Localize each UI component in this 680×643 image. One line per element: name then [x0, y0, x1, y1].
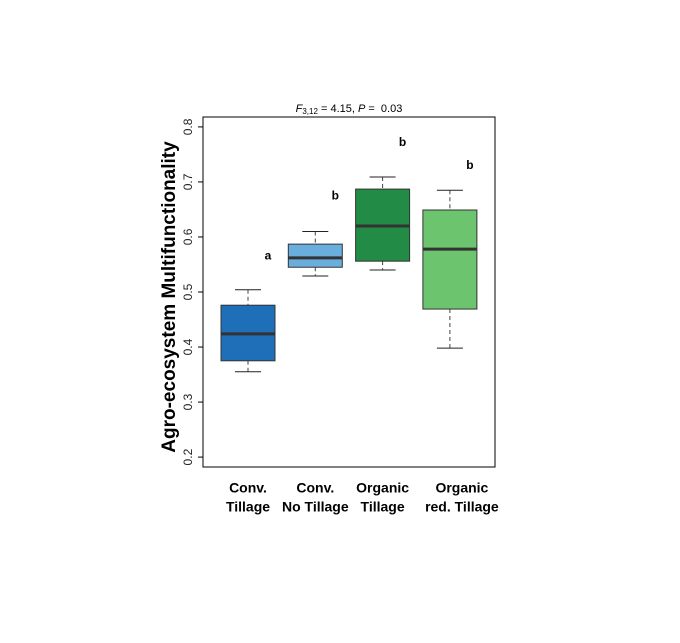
significance-letter: b	[332, 188, 339, 202]
x-tick-label: Organic	[356, 480, 409, 496]
x-tick-label: Tillage	[361, 499, 405, 515]
title-part: P	[358, 103, 366, 115]
y-tick-label: 0.4	[181, 338, 195, 355]
x-tick-label: No Tillage	[282, 499, 349, 515]
box	[422, 209, 478, 310]
y-tick-label: 0.8	[181, 118, 195, 135]
title-part: = 4.15,	[318, 103, 358, 115]
y-tick-label: 0.3	[181, 393, 195, 410]
x-tick-label: Conv.	[296, 480, 334, 496]
y-tick-label: 0.2	[181, 448, 195, 465]
significance-letter: b	[399, 135, 406, 149]
x-tick-label: Conv.	[229, 480, 267, 496]
title-part: 3,12	[302, 107, 318, 116]
title-part: F	[296, 103, 304, 115]
y-axis-label: Agro-ecosystem Multifunctionality	[159, 141, 180, 453]
box	[287, 243, 343, 268]
y-tick-label: 0.6	[181, 228, 195, 245]
title-part: = 0.03	[365, 103, 402, 115]
x-tick-label: Tillage	[226, 499, 270, 515]
y-tick-label: 0.7	[181, 173, 195, 190]
x-tick-label: red. Tillage	[425, 499, 499, 515]
significance-letter: a	[265, 248, 272, 262]
x-tick-label: Organic	[435, 480, 488, 496]
y-tick-label: 0.5	[181, 283, 195, 300]
significance-letter: b	[466, 158, 473, 172]
chart-title: F3,12 = 4.15, P = 0.03	[296, 103, 403, 116]
